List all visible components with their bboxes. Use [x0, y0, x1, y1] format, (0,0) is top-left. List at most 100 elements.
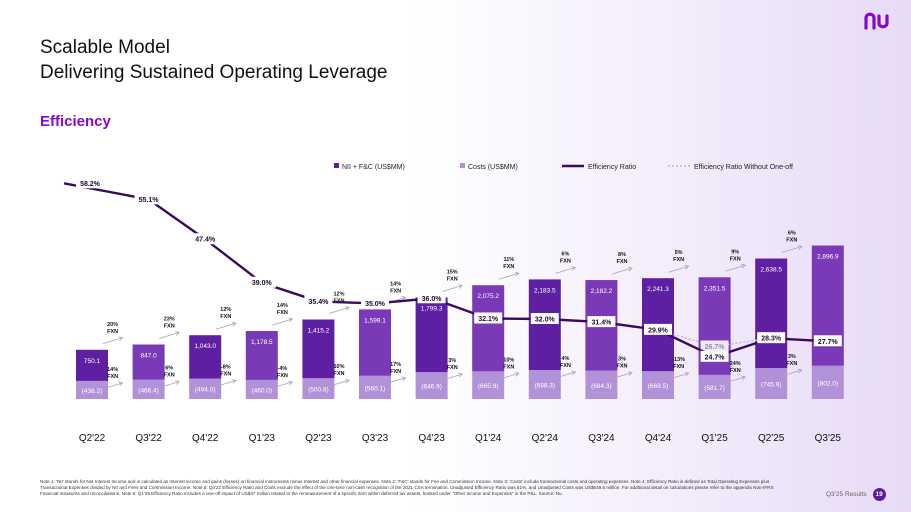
growth-arrow	[215, 322, 236, 330]
costs-growth-fxn: FXN	[164, 373, 175, 379]
nii-growth-fxn: FXN	[503, 264, 514, 270]
growth-arrowhead	[684, 371, 690, 377]
costs-value-label: (581.7)	[704, 385, 725, 392]
growth-arrow	[668, 265, 689, 273]
nii-growth-fxn: FXN	[560, 258, 571, 264]
growth-arrowhead	[288, 380, 294, 386]
nii-value-label: 2,183.5	[534, 287, 556, 294]
costs-growth-fxn: FXN	[503, 364, 514, 370]
growth-arrowhead	[401, 376, 407, 382]
efficiency-label: 47.4%	[195, 237, 216, 244]
nii-growth-pct: 8%	[618, 252, 626, 258]
costs-growth-pct: 3%	[618, 357, 626, 363]
nii-value-label: 750.1	[84, 358, 101, 365]
nii-bar	[472, 285, 505, 372]
costs-bar	[585, 370, 618, 399]
efficiency-label-box	[134, 193, 163, 205]
growth-arrowhead	[288, 317, 294, 323]
nii-growth-pct: 6%	[788, 231, 796, 237]
costs-value-label: (466.4)	[138, 387, 159, 394]
efficiency-label-box	[813, 335, 842, 347]
efficiency-label: 39.0%	[252, 280, 273, 287]
nii-value-label: 2,351.5	[704, 285, 726, 292]
nii-growth-fxn: FXN	[277, 310, 288, 316]
efficiency-label-box	[757, 332, 786, 344]
growth-arrow	[498, 272, 519, 280]
costs-growth-pct: -4%	[278, 366, 288, 372]
growth-arrowhead	[344, 378, 350, 384]
costs-bar	[755, 368, 788, 399]
x-tick-label: Q2'25	[758, 433, 785, 444]
growth-arrow	[498, 372, 519, 380]
nii-growth-pct: 14%	[277, 303, 288, 309]
x-tick-label: Q4'22	[192, 433, 219, 444]
costs-bar	[811, 365, 844, 399]
nii-bar	[189, 335, 222, 379]
nii-growth-pct: 14%	[390, 281, 401, 287]
nii-growth-pct: 12%	[333, 291, 344, 297]
nii-value-label: 2,241.3	[647, 286, 669, 293]
costs-value-label: (684.3)	[591, 383, 612, 390]
nii-value-label: 1,799.3	[421, 305, 443, 312]
nii-bar	[415, 297, 448, 373]
growth-arrow	[215, 380, 236, 387]
efficiency-label-box	[700, 350, 729, 362]
legend-label-2: Efficiency Ratio	[588, 164, 636, 171]
costs-bar	[189, 378, 222, 399]
growth-arrow	[328, 379, 350, 387]
nii-value-label: 1,599.1	[364, 317, 386, 324]
nii-growth-fxn: FXN	[786, 238, 797, 244]
costs-growth-fxn: FXN	[390, 369, 401, 375]
costs-bar	[302, 378, 335, 399]
growth-arrow	[272, 318, 293, 326]
growth-arrow	[611, 372, 633, 379]
growth-arrowhead	[344, 306, 350, 311]
growth-arrowhead	[797, 368, 803, 374]
growth-arrowhead	[627, 266, 633, 272]
costs-bar	[528, 370, 561, 399]
costs-value-label: (646.9)	[421, 384, 442, 391]
costs-growth-pct: -13%	[672, 357, 685, 363]
growth-arrow	[611, 267, 633, 275]
legend-label-1: Costs (US$MM)	[468, 164, 518, 171]
nii-value-label: 1,178.5	[251, 339, 273, 346]
growth-arrowhead	[741, 375, 746, 381]
efficiency-label-box	[304, 295, 333, 307]
growth-arrow	[328, 307, 350, 314]
costs-growth-pct: 14%	[107, 367, 118, 373]
footer-label: Q3'25 Results	[826, 491, 867, 498]
costs-growth-pct: -8%	[221, 364, 231, 370]
costs-value-label: (698.3)	[534, 383, 555, 390]
costs-growth-fxn: FXN	[107, 374, 118, 380]
efficiency-chart: NII + F&C (US$MM) Costs (US$MM) Efficiency…	[63, 163, 844, 444]
efficiency-label-box	[191, 233, 220, 245]
x-tick-label: Q1'23	[249, 433, 276, 444]
nii-growth-pct: 11%	[503, 257, 514, 263]
nu-logo-icon	[864, 12, 889, 30]
growth-arrowhead	[118, 336, 124, 342]
x-tick-label: Q1'25	[701, 433, 728, 444]
section-title: Efficiency	[40, 113, 111, 130]
efficiency-label-box	[417, 292, 446, 304]
costs-growth-pct: 10%	[333, 364, 344, 370]
x-tick-label: Q4'23	[418, 433, 445, 444]
nii-bar	[132, 344, 165, 380]
costs-value-label: (500.8)	[308, 387, 329, 394]
costs-value-label: (494.0)	[195, 387, 216, 394]
costs-value-label: (745.9)	[761, 382, 782, 389]
x-tick-label: Q1'24	[475, 433, 502, 444]
costs-value-label: (665.9)	[478, 383, 499, 390]
efficiency-without-one-off-line	[657, 329, 772, 348]
legend-label-3: Efficiency Ratio Without One-off	[694, 164, 793, 171]
costs-bar	[132, 379, 165, 399]
nii-value-label: 2,075.2	[477, 293, 499, 300]
costs-bar	[245, 379, 278, 399]
growth-arrowhead	[627, 371, 633, 376]
growth-arrowhead	[458, 372, 463, 378]
efficiency-label: 36.0%	[422, 296, 443, 303]
title-line-1: Scalable Model	[40, 37, 170, 58]
growth-arrow	[159, 332, 180, 339]
growth-arrow	[442, 373, 463, 381]
growth-arrowhead	[797, 245, 803, 250]
costs-growth-pct: 24%	[730, 361, 741, 367]
